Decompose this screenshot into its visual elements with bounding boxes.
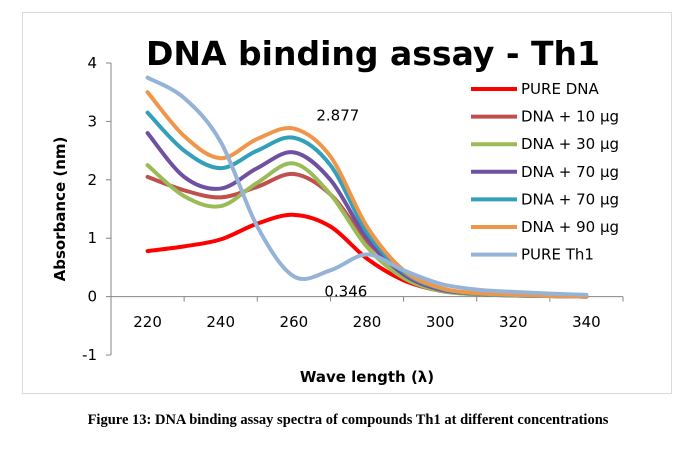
legend-label: PURE Th1 bbox=[521, 246, 594, 264]
legend-label: DNA + 30 µg bbox=[521, 135, 619, 153]
y-tick-label: -1 bbox=[82, 346, 97, 364]
legend-label: DNA + 10 µg bbox=[521, 108, 619, 126]
x-tick-label: 240 bbox=[206, 313, 235, 331]
y-tick-label: 2 bbox=[87, 171, 97, 189]
x-axis-title: Wave length (λ) bbox=[300, 368, 434, 386]
line-chart: DNA binding assay - Th1 -1 0 1 2 3 4 220 240 26… bbox=[51, 34, 624, 386]
series-line-7 bbox=[145, 75, 589, 297]
figure-caption: Figure 13: DNA binding assay spectra of … bbox=[87, 412, 609, 428]
y-tick-label: 0 bbox=[87, 288, 97, 306]
x-tick-label: 340 bbox=[572, 313, 601, 331]
x-tick-label: 300 bbox=[426, 313, 455, 331]
chart-area: DNA binding assay - Th1 -1 0 1 2 3 4 220 240 26… bbox=[22, 12, 672, 394]
series-lines bbox=[145, 75, 589, 299]
data-label: 0.346 bbox=[324, 282, 367, 300]
y-axis-ticks: -1 0 1 2 3 4 bbox=[82, 54, 111, 364]
y-axis-title: Absorbance (nm) bbox=[51, 137, 69, 282]
chart-title: DNA binding assay - Th1 bbox=[146, 34, 600, 73]
y-tick-label: 3 bbox=[87, 112, 97, 130]
x-tick-label: 260 bbox=[280, 313, 309, 331]
x-axis-ticks: 220 240 260 280 300 320 340 bbox=[110, 296, 624, 331]
chart-legend: PURE DNA DNA + 10 µg DNA + 30 µg DNA + 70 µ… bbox=[471, 80, 619, 264]
legend-label: PURE DNA bbox=[521, 80, 599, 98]
y-tick-label: 4 bbox=[87, 54, 97, 72]
x-tick-label: 220 bbox=[133, 313, 162, 331]
data-annotations: 2.877 0.346 bbox=[316, 107, 367, 301]
series-line-6 bbox=[145, 90, 589, 299]
x-tick-label: 280 bbox=[353, 313, 382, 331]
x-tick-label: 320 bbox=[499, 313, 528, 331]
legend-label: DNA + 70 µg bbox=[521, 163, 619, 181]
data-label: 2.877 bbox=[316, 107, 359, 125]
legend-label: DNA + 90 µg bbox=[521, 218, 619, 236]
y-tick-label: 1 bbox=[87, 229, 97, 247]
legend-label: DNA + 70 µg bbox=[521, 190, 619, 208]
